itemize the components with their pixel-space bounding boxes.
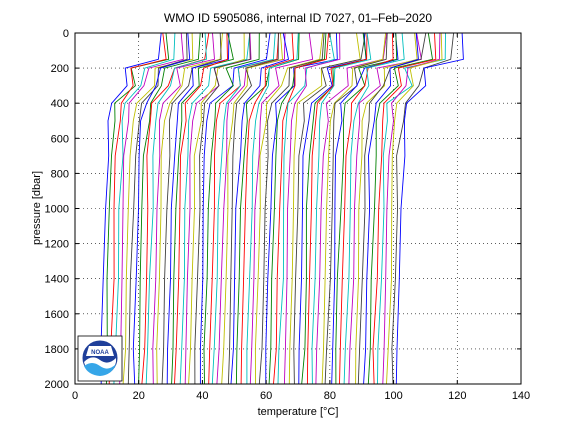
x-tick-label: 0 [72,390,78,402]
profile-line [372,32,437,385]
chart-title: WMO ID 5905086, internal ID 7027, 01–Feb… [164,11,432,25]
noaa-logo-icon: NOAA [77,335,123,382]
profile-line [161,32,222,385]
y-tick-label: 800 [51,168,69,180]
profile-line [395,32,464,385]
profile-line [156,32,223,385]
profile-line [221,32,283,385]
profile-line [348,32,422,385]
logo-wave-blue [84,363,116,376]
profile-line [363,32,419,385]
y-axis-label: pressure [dbar] [31,171,43,245]
x-tick-label: 20 [133,390,145,402]
profile-line [324,32,388,385]
axis-ticks [74,32,522,385]
profile-line [273,32,330,385]
profile-line [315,32,388,385]
profile-line [174,32,228,385]
profile-line [152,32,215,385]
profile-line [108,32,167,385]
profile-line [386,32,443,385]
profile-line [171,32,234,385]
profile-line [227,32,279,385]
profile-line [240,32,295,385]
profile-line [179,32,251,385]
profile-line [246,32,299,384]
x-tick-label: 100 [384,390,402,402]
profile-line [293,32,366,385]
profile-line [230,32,290,385]
profile-line [249,32,314,385]
x-tick-label: 60 [260,390,272,402]
profile-line [211,32,276,385]
profile-line [194,32,251,385]
profile-line [335,32,398,385]
profile-line [132,32,191,385]
profile-line [199,32,271,384]
y-tick-label: 1800 [45,344,69,356]
y-tick-label: 2000 [45,379,69,391]
y-tick-label: 0 [63,28,69,40]
x-tick-label: 120 [448,390,466,402]
y-tick-label: 1600 [45,309,69,321]
y-tick-label: 1000 [45,204,69,216]
profile-line [145,32,207,385]
profile-line [283,32,341,385]
profile-line [321,32,387,385]
profile-line [127,32,188,385]
y-tick-labels: 0 200 400 600 800 1000 1200 1400 1600 1800 2000 [45,28,69,391]
profile-line [306,32,368,385]
x-tick-labels: 0 20 40 60 80 100 120 140 [72,390,530,402]
x-tick-label: 80 [324,390,336,402]
plot-area [74,32,522,385]
profile-line [391,32,455,385]
profile-line [382,32,441,385]
profile-line [203,32,260,385]
logo-text: NOAA [91,350,109,356]
profile-line [343,32,405,385]
profile-line [138,32,201,385]
profile-line [119,32,184,385]
profile-line [166,32,230,385]
profile-line [258,32,325,385]
profile-line [298,32,367,385]
y-tick-label: 200 [51,63,69,75]
profile-line [311,32,372,385]
x-axis-label: temperature [°C] [258,406,339,418]
profile-line [339,32,394,385]
x-tick-label: 40 [196,390,208,402]
profile-lines [100,32,464,385]
y-tick-label: 1200 [45,239,69,251]
profile-line [355,32,418,385]
x-tick-label: 140 [512,390,530,402]
profile-line [100,32,162,385]
profile-line [265,32,338,384]
logo-bird [86,346,114,356]
profile-line [367,32,434,385]
y-tick-label: 1400 [45,274,69,286]
y-tick-label: 400 [51,98,69,110]
profile-line [254,32,324,385]
y-tick-label: 600 [51,133,69,145]
profile-line [113,32,176,385]
